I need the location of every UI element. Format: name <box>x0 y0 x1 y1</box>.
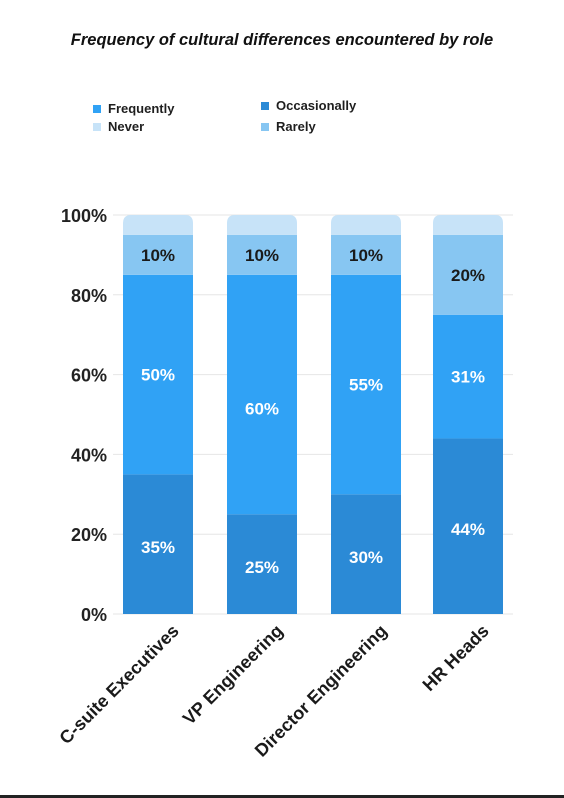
data-label: 44% <box>451 520 485 539</box>
y-tick-label: 60% <box>71 366 107 386</box>
legend-item-never: Never <box>93 119 144 134</box>
legend-swatch-never <box>93 122 101 131</box>
bar-segment <box>331 234 401 275</box>
bar-segment <box>433 438 503 614</box>
y-tick-label: 40% <box>71 445 107 465</box>
bar-segment <box>123 234 193 275</box>
legend-item-occasionally: Occasionally <box>261 98 356 113</box>
y-tick-label: 20% <box>71 525 107 545</box>
bar-segment <box>331 494 401 614</box>
legend-item-rarely: Rarely <box>261 119 316 134</box>
data-label: 55% <box>349 376 383 395</box>
bar-segment <box>433 314 503 439</box>
bar-segment <box>227 234 297 275</box>
data-label: 10% <box>349 246 383 265</box>
bar-segment <box>331 274 401 495</box>
data-label: 50% <box>141 366 175 385</box>
bar-stack <box>227 215 297 614</box>
x-tick-label: C-suite Executives <box>55 621 182 748</box>
legend-label-occasionally: Occasionally <box>276 98 357 113</box>
bar-segment <box>227 514 297 614</box>
y-tick-label: 0% <box>81 605 107 625</box>
data-label: 10% <box>141 246 175 265</box>
chart-title: Frequency of cultural differences encoun… <box>70 31 494 49</box>
bar-segment <box>227 215 297 235</box>
data-label: 10% <box>245 246 279 265</box>
bar-stack <box>331 215 401 614</box>
bar-segment <box>227 274 297 515</box>
bar-segment <box>331 215 401 235</box>
bottom-divider <box>0 795 564 798</box>
data-label: 20% <box>451 266 485 285</box>
legend-swatch-occasionally <box>261 101 269 110</box>
legend-item-frequently: Frequently <box>93 101 174 116</box>
legend-label-frequently: Frequently <box>108 101 175 116</box>
data-label: 60% <box>245 400 279 419</box>
legend-label-rarely: Rarely <box>276 119 316 134</box>
legend-swatch-frequently <box>93 104 101 113</box>
data-label: 25% <box>245 558 279 577</box>
data-label: 35% <box>141 538 175 557</box>
data-label: 31% <box>451 368 485 387</box>
bar-segment <box>433 215 503 235</box>
bar-stack <box>123 215 193 614</box>
legend-label-never: Never <box>108 119 145 134</box>
y-tick-label: 100% <box>61 206 107 226</box>
y-tick-label: 80% <box>71 286 107 306</box>
legend-swatch-rarely <box>261 122 269 131</box>
bar-stack <box>433 215 503 614</box>
x-tick-label: HR Heads <box>419 621 493 695</box>
bar-segment <box>123 215 193 235</box>
bar-segment <box>123 474 193 614</box>
data-label: 30% <box>349 548 383 567</box>
bar-segment <box>123 274 193 475</box>
x-tick-label: VP Engineering <box>179 621 287 729</box>
bar-segment <box>433 234 503 315</box>
